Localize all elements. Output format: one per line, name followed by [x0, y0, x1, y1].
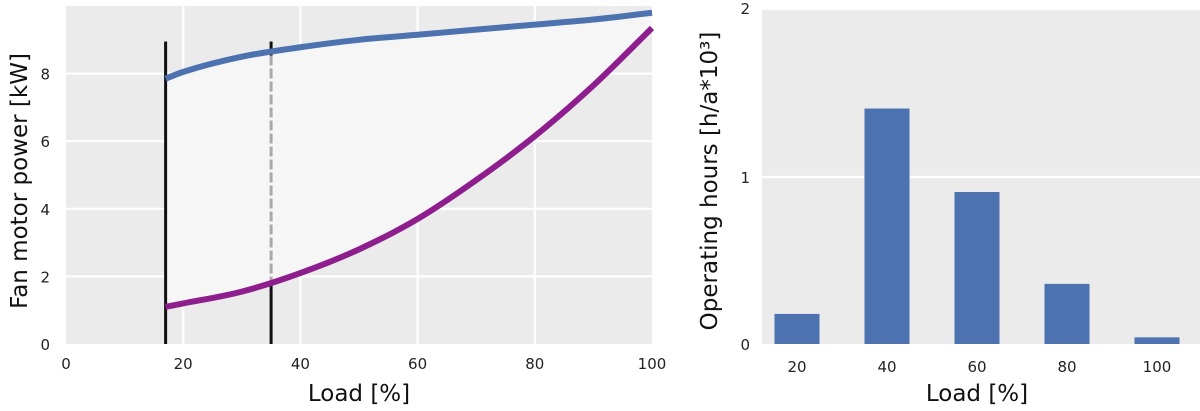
power-chart-x-ticks: 0 20 40 60 80 100	[61, 355, 666, 373]
hours-chart-x-tick-label: 100	[1143, 358, 1172, 376]
hours-chart-x-tick-label: 80	[1057, 358, 1076, 376]
power-chart-x-tick-label: 0	[61, 355, 71, 373]
hours-chart-x-tick-label: 20	[787, 358, 806, 376]
series-line-lower	[165, 25, 655, 310]
power-chart-series	[164, 9, 655, 310]
hours-chart: 20 40 60 80 100 0 1 2 Load [%] Operating hours…	[697, 0, 1200, 407]
bar-load-60	[954, 192, 1000, 344]
power-chart: 0 20 40 60 80 100 0 2 4 6 8 Load [%] Fan motor po…	[7, 6, 666, 407]
power-chart-x-tick-label: 80	[525, 355, 544, 373]
series-line-upper	[164, 9, 653, 82]
power-chart-marker-lines	[164, 41, 273, 344]
hours-chart-bars	[774, 108, 1180, 344]
power-chart-y-tick-label: 8	[40, 66, 50, 84]
hours-chart-y-ticks: 0 1 2	[740, 0, 750, 354]
power-chart-y-axis-label: Fan motor power [kW]	[7, 53, 33, 309]
power-chart-x-axis-label: Load [%]	[308, 381, 410, 407]
hours-chart-y-tick-label: 2	[740, 0, 750, 18]
hours-chart-x-ticks: 20 40 60 80 100	[787, 358, 1171, 376]
hours-chart-y-tick-label: 0	[740, 336, 750, 354]
bar-load-40	[864, 108, 910, 344]
power-chart-x-tick-label: 20	[174, 355, 193, 373]
power-chart-y-ticks: 0 2 4 6 8	[40, 66, 50, 354]
hours-chart-y-axis-label: Operating hours [h/a*10³]	[697, 32, 723, 331]
hours-chart-x-tick-label: 40	[877, 358, 896, 376]
hours-chart-x-tick-label: 60	[967, 358, 986, 376]
hours-chart-y-tick-label: 1	[740, 169, 750, 187]
operating-range-band	[165, 12, 652, 307]
bar-load-20	[774, 313, 820, 344]
power-chart-y-tick-label: 2	[40, 268, 50, 286]
power-chart-y-tick-label: 0	[40, 336, 50, 354]
power-chart-x-tick-label: 40	[291, 355, 310, 373]
power-chart-y-tick-label: 4	[40, 201, 50, 219]
hours-chart-x-axis-label: Load [%]	[926, 381, 1028, 407]
power-chart-x-tick-label: 100	[638, 355, 667, 373]
power-chart-y-tick-label: 6	[40, 133, 50, 151]
bar-load-100	[1134, 337, 1180, 344]
power-chart-x-tick-label: 60	[408, 355, 427, 373]
bar-load-80	[1044, 283, 1090, 344]
